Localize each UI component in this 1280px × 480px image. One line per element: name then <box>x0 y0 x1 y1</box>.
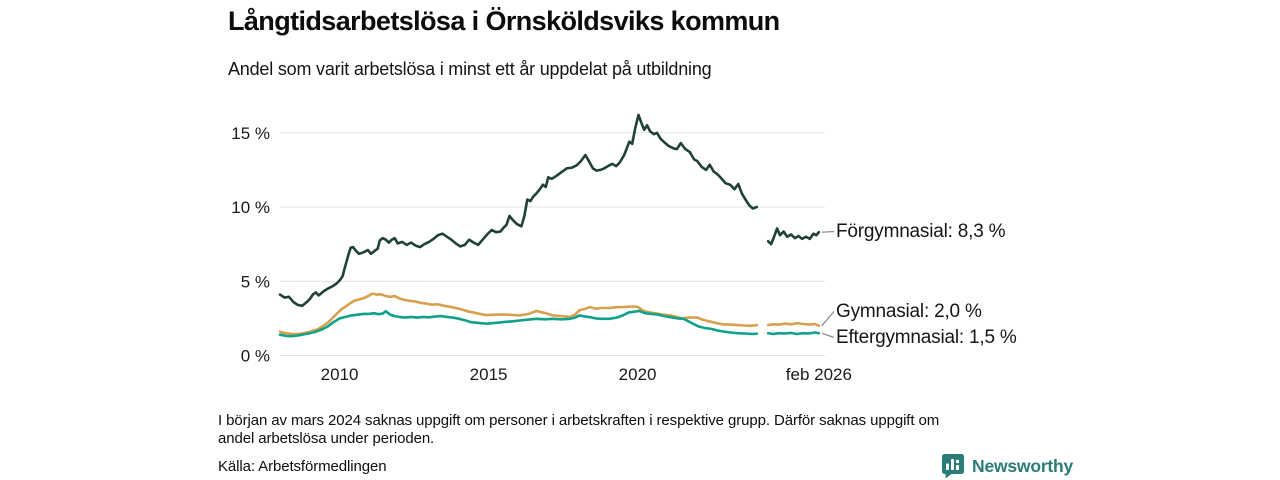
series-end-label-gymnasial: Gymnasial: 2,0 % <box>836 301 982 322</box>
line-chart: 0 % 5 % 10 % 15 % 2010 2015 2020 feb 2026 <box>231 113 852 384</box>
footnote-line-1: I början av mars 2024 saknas uppgift om … <box>218 412 940 429</box>
series-line-gymnasial <box>278 292 759 336</box>
series-line-gymnasial <box>766 321 821 328</box>
brand-name: Newsworthy <box>972 455 1074 476</box>
footnote: I början av mars 2024 saknas uppgift om … <box>218 412 1078 448</box>
series-end-label-forgymnasial: Förgymnasial: 8,3 % <box>836 221 1006 242</box>
y-tick-label: 15 % <box>231 124 270 143</box>
y-tick-label: 0 % <box>241 347 270 366</box>
label-connector <box>821 311 835 327</box>
series-end-label-eftergymnasial: Eftergymnasial: 1,5 % <box>836 327 1017 348</box>
brand-logo: Newsworthy <box>941 453 1073 479</box>
page-subtitle: Andel som varit arbetslösa i minst ett å… <box>228 59 712 79</box>
x-tick-label: feb 2026 <box>786 365 852 384</box>
x-tick-label: 2010 <box>321 365 359 384</box>
series-line-eftergymnasial <box>766 331 821 336</box>
y-tick-label: 5 % <box>241 272 270 291</box>
series-line-förgymnasial <box>766 227 821 246</box>
x-tick-label: 2015 <box>470 365 508 384</box>
series-line-förgymnasial <box>278 113 759 308</box>
x-tick-label: 2020 <box>619 365 657 384</box>
series-line-eftergymnasial <box>278 309 759 338</box>
label-connector <box>821 230 835 233</box>
page-title: Långtidsarbetslösa i Örnsköldsviks kommu… <box>228 6 780 36</box>
newsworthy-icon <box>942 454 964 479</box>
y-tick-label: 10 % <box>231 198 270 217</box>
label-connector <box>821 332 835 339</box>
footnote-line-2: andel arbetslösa under perioden. <box>218 430 435 447</box>
source-label: Källa: Arbetsförmedlingen <box>218 458 387 475</box>
